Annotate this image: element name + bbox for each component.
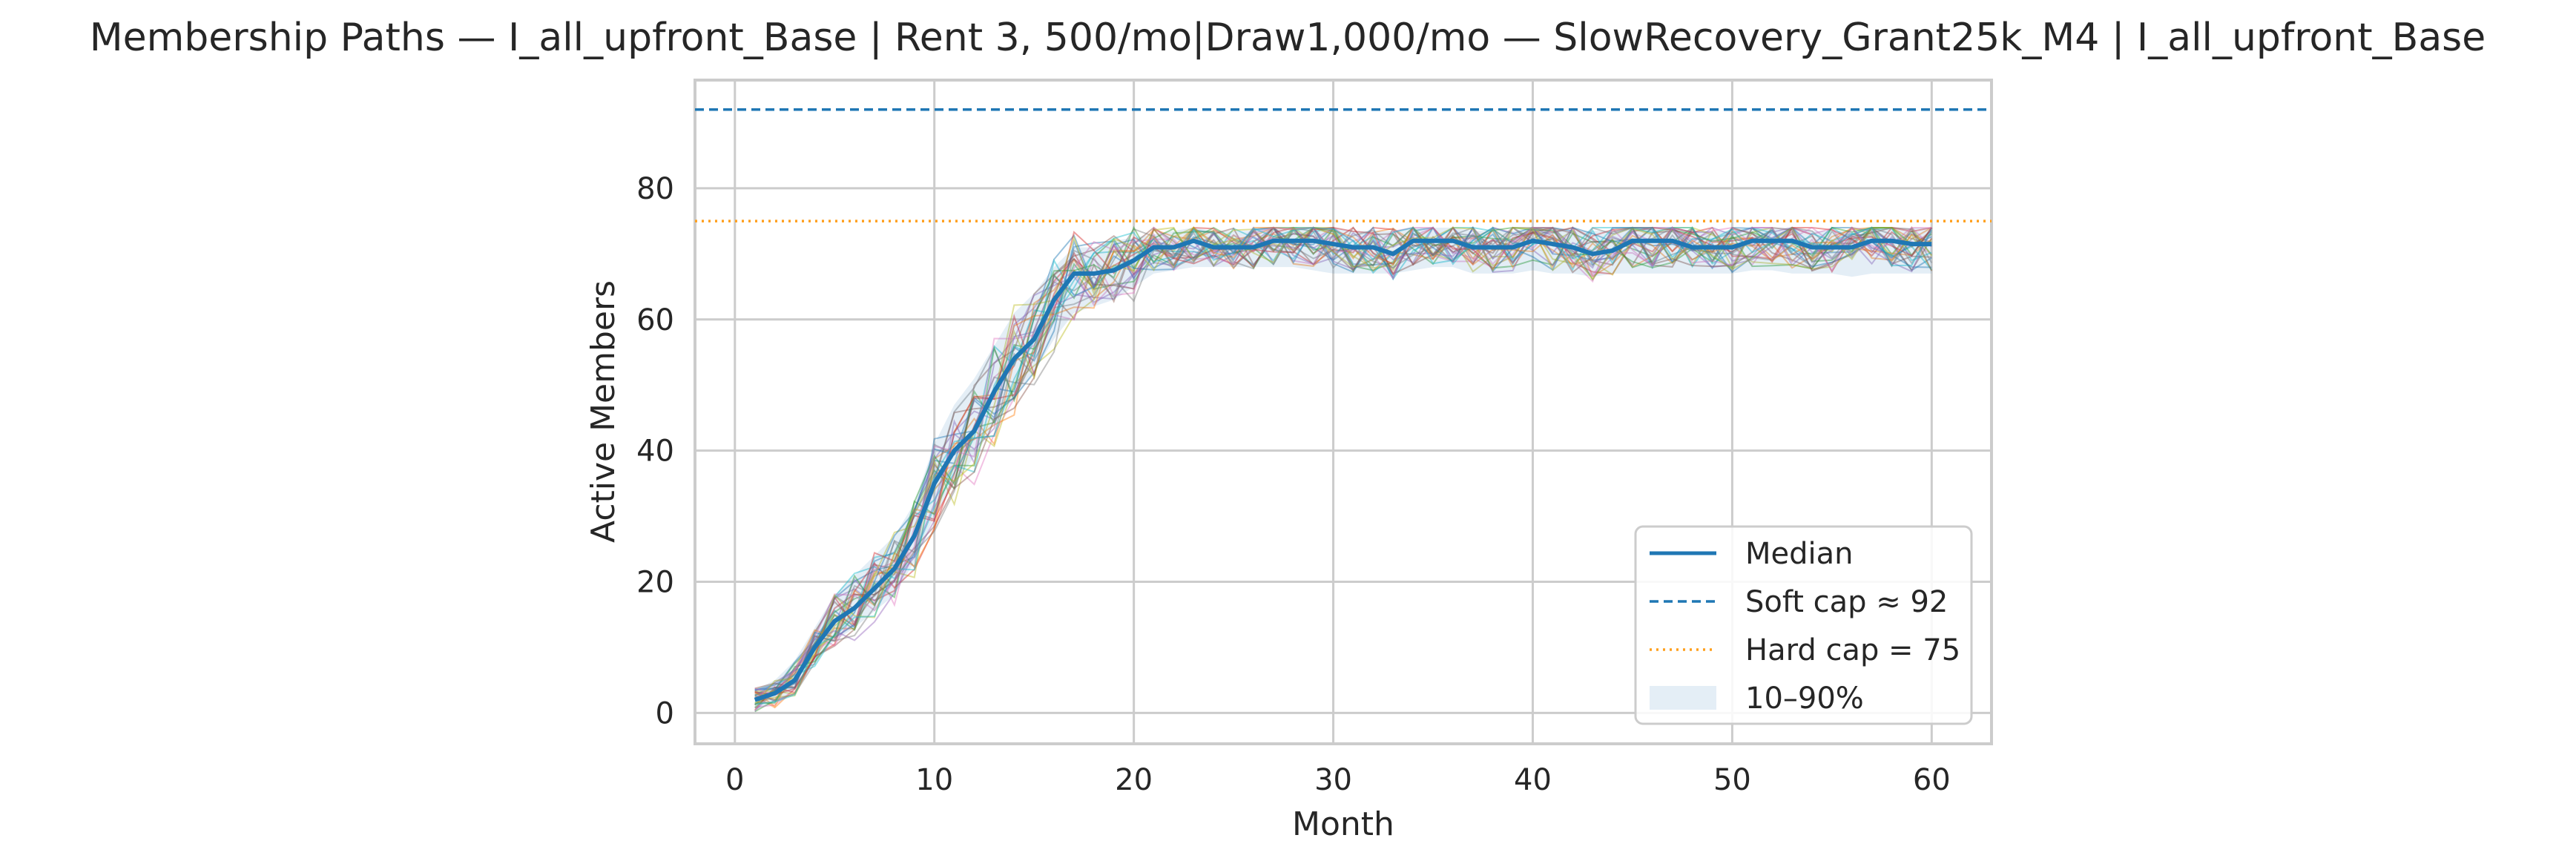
y-tick-labels: 0 20 40 60 80 [636, 172, 674, 731]
simulation-path-line [754, 226, 1933, 699]
simulation-path-line [754, 226, 1932, 699]
simulation-path-line [754, 226, 1933, 690]
legend-band-label: 10–90% [1745, 682, 1864, 716]
simulation-path-line [754, 225, 1932, 708]
simulation-path-line [754, 226, 1932, 711]
legend-hard-cap-label: Hard cap = 75 [1745, 633, 1960, 667]
simulation-path-line [754, 225, 1933, 704]
simulation-path-line [754, 225, 1932, 697]
simulation-path-line [754, 226, 1933, 696]
x-tick-label: 30 [1314, 763, 1352, 797]
simulation-paths [754, 225, 1933, 713]
x-tick-label: 60 [1913, 763, 1951, 797]
simulation-path-line [754, 226, 1932, 706]
legend: Median Soft cap ≈ 92 Hard cap = 75 10–90… [1634, 525, 1973, 725]
x-tick-label: 50 [1713, 763, 1751, 797]
simulation-path-line [754, 225, 1932, 696]
simulation-path-line [754, 226, 1932, 690]
y-tick-label: 20 [636, 566, 674, 600]
simulation-path-line [754, 226, 1933, 696]
simulation-path-line [754, 226, 1933, 692]
y-tick-label: 0 [656, 696, 674, 730]
simulation-path-line [754, 226, 1933, 705]
chart-title: Membership Paths — I_all_upfront_Base | … [90, 16, 2486, 60]
reference-lines [695, 108, 1992, 222]
simulation-path-line [754, 226, 1932, 709]
legend-soft-cap-label: Soft cap ≈ 92 [1745, 585, 1948, 619]
y-tick-label: 40 [636, 435, 674, 469]
x-tick-label: 10 [915, 763, 953, 797]
legend-box [1634, 525, 1973, 725]
y-axis-label: Active Members [584, 280, 622, 543]
x-tick-labels: 0 10 20 30 40 50 60 [725, 763, 1951, 797]
x-tick-label: 0 [725, 763, 744, 797]
plot-area [694, 79, 1993, 745]
simulation-path-line [754, 226, 1932, 706]
x-tick-label: 40 [1514, 763, 1552, 797]
legend-band-swatch [1650, 686, 1716, 710]
legend-median-label: Median [1745, 537, 1854, 571]
simulation-path-line [754, 226, 1933, 712]
simulation-path-line [754, 226, 1933, 704]
y-tick-label: 80 [636, 172, 674, 206]
x-axis-label: Month [1292, 805, 1394, 843]
median-series [754, 238, 1932, 702]
median-line [754, 238, 1932, 702]
x-tick-label: 20 [1115, 763, 1153, 797]
y-tick-label: 60 [636, 303, 674, 337]
simulation-path-line [754, 226, 1932, 696]
